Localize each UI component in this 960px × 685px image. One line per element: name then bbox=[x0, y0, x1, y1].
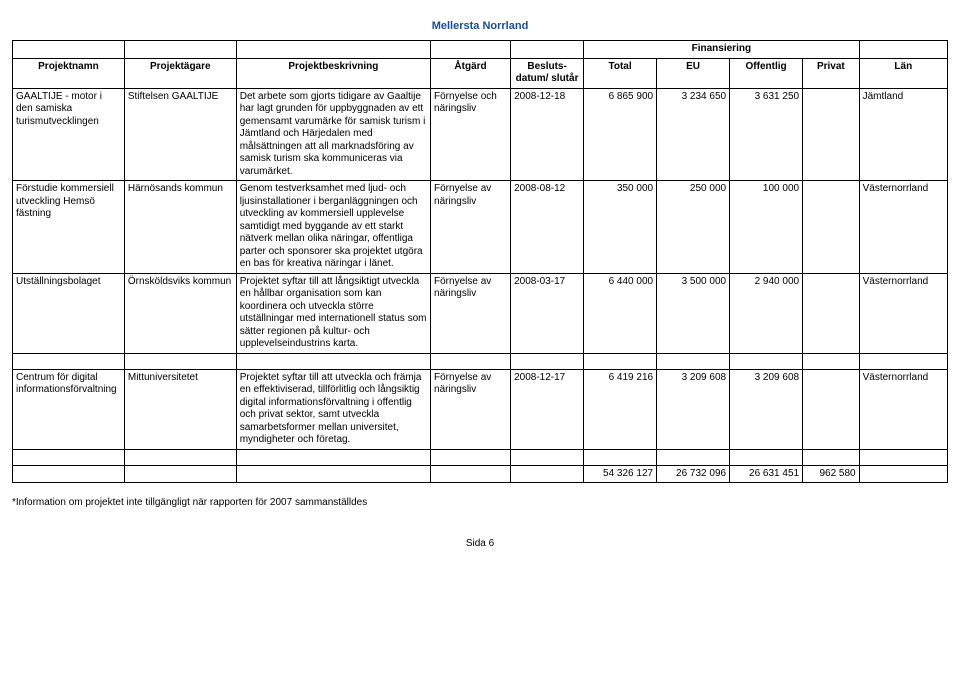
cell-atgard: Förnyelse och näringsliv bbox=[431, 88, 511, 181]
cell-lan: Jämtland bbox=[859, 88, 947, 181]
cell-projektnamn: Utställningsbolaget bbox=[13, 273, 125, 353]
cell-offentlig: 100 000 bbox=[730, 181, 803, 274]
table-row: GAALTIJE - motor i den samiska turismutv… bbox=[13, 88, 948, 181]
cell-atgard: Förnyelse av näringsliv bbox=[431, 273, 511, 353]
totals-eu: 26 732 096 bbox=[657, 465, 730, 483]
footnote: *Information om projektet inte tillgängl… bbox=[12, 497, 948, 508]
empty-row bbox=[13, 449, 948, 465]
cell-projektnamn: Förstudie kommersiell utveckling Hemsö f… bbox=[13, 181, 125, 274]
cell-beslutsdatum: 2008-03-17 bbox=[511, 273, 584, 353]
cell-beslutsdatum: 2008-12-17 bbox=[511, 369, 584, 449]
cell-lan: Västernorrland bbox=[859, 369, 947, 449]
cell-projektbeskrivning: Det arbete som gjorts tidigare av Gaalti… bbox=[236, 88, 430, 181]
empty-row bbox=[13, 353, 948, 369]
cell-offentlig: 3 631 250 bbox=[730, 88, 803, 181]
cell-privat bbox=[803, 181, 860, 274]
header-total: Total bbox=[584, 58, 657, 88]
cell-lan: Västernorrland bbox=[859, 181, 947, 274]
cell-privat bbox=[803, 369, 860, 449]
page-number: Sida 6 bbox=[12, 538, 948, 549]
cell-projektagare: Örnsköldsviks kommun bbox=[124, 273, 236, 353]
cell-eu: 3 500 000 bbox=[657, 273, 730, 353]
cell-projektbeskrivning: Genom testverksamhet med ljud- och ljusi… bbox=[236, 181, 430, 274]
header-row-finansiering: Finansiering bbox=[13, 41, 948, 59]
header-projektnamn: Projektnamn bbox=[13, 58, 125, 88]
totals-row: 54 326 127 26 732 096 26 631 451 962 580 bbox=[13, 465, 948, 483]
page-title: Mellersta Norrland bbox=[12, 20, 948, 32]
header-projektbeskrivning: Projektbeskrivning bbox=[236, 58, 430, 88]
cell-atgard: Förnyelse av näringsliv bbox=[431, 181, 511, 274]
cell-total: 350 000 bbox=[584, 181, 657, 274]
cell-privat bbox=[803, 88, 860, 181]
cell-beslutsdatum: 2008-08-12 bbox=[511, 181, 584, 274]
table-row: Förstudie kommersiell utveckling Hemsö f… bbox=[13, 181, 948, 274]
cell-privat bbox=[803, 273, 860, 353]
cell-total: 6 419 216 bbox=[584, 369, 657, 449]
header-offentlig: Offentlig bbox=[730, 58, 803, 88]
cell-total: 6 440 000 bbox=[584, 273, 657, 353]
totals-total: 54 326 127 bbox=[584, 465, 657, 483]
cell-projektnamn: Centrum för digital informationsförvaltn… bbox=[13, 369, 125, 449]
header-projektagare: Projektägare bbox=[124, 58, 236, 88]
header-atgard: Åtgärd bbox=[431, 58, 511, 88]
table-row: Utställningsbolaget Örnsköldsviks kommun… bbox=[13, 273, 948, 353]
cell-atgard: Förnyelse av näringsliv bbox=[431, 369, 511, 449]
cell-eu: 3 209 608 bbox=[657, 369, 730, 449]
cell-beslutsdatum: 2008-12-18 bbox=[511, 88, 584, 181]
cell-lan: Västernorrland bbox=[859, 273, 947, 353]
cell-projektbeskrivning: Projektet syftar till att långsiktigt ut… bbox=[236, 273, 430, 353]
header-row-columns: Projektnamn Projektägare Projektbeskrivn… bbox=[13, 58, 948, 88]
totals-privat: 962 580 bbox=[803, 465, 860, 483]
header-privat: Privat bbox=[803, 58, 860, 88]
projects-table: Finansiering Projektnamn Projektägare Pr… bbox=[12, 40, 948, 483]
cell-offentlig: 2 940 000 bbox=[730, 273, 803, 353]
header-lan: Län bbox=[859, 58, 947, 88]
cell-eu: 250 000 bbox=[657, 181, 730, 274]
table-row: Centrum för digital informationsförvaltn… bbox=[13, 369, 948, 449]
cell-eu: 3 234 650 bbox=[657, 88, 730, 181]
totals-offentlig: 26 631 451 bbox=[730, 465, 803, 483]
header-beslutsdatum: Besluts-datum/ slutår bbox=[511, 58, 584, 88]
header-finansiering: Finansiering bbox=[584, 41, 860, 59]
cell-projektnamn: GAALTIJE - motor i den samiska turismutv… bbox=[13, 88, 125, 181]
cell-projektbeskrivning: Projektet syftar till att utveckla och f… bbox=[236, 369, 430, 449]
cell-projektagare: Härnösands kommun bbox=[124, 181, 236, 274]
cell-offentlig: 3 209 608 bbox=[730, 369, 803, 449]
cell-projektagare: Stiftelsen GAALTIJE bbox=[124, 88, 236, 181]
header-eu: EU bbox=[657, 58, 730, 88]
cell-projektagare: Mittuniversitetet bbox=[124, 369, 236, 449]
cell-total: 6 865 900 bbox=[584, 88, 657, 181]
